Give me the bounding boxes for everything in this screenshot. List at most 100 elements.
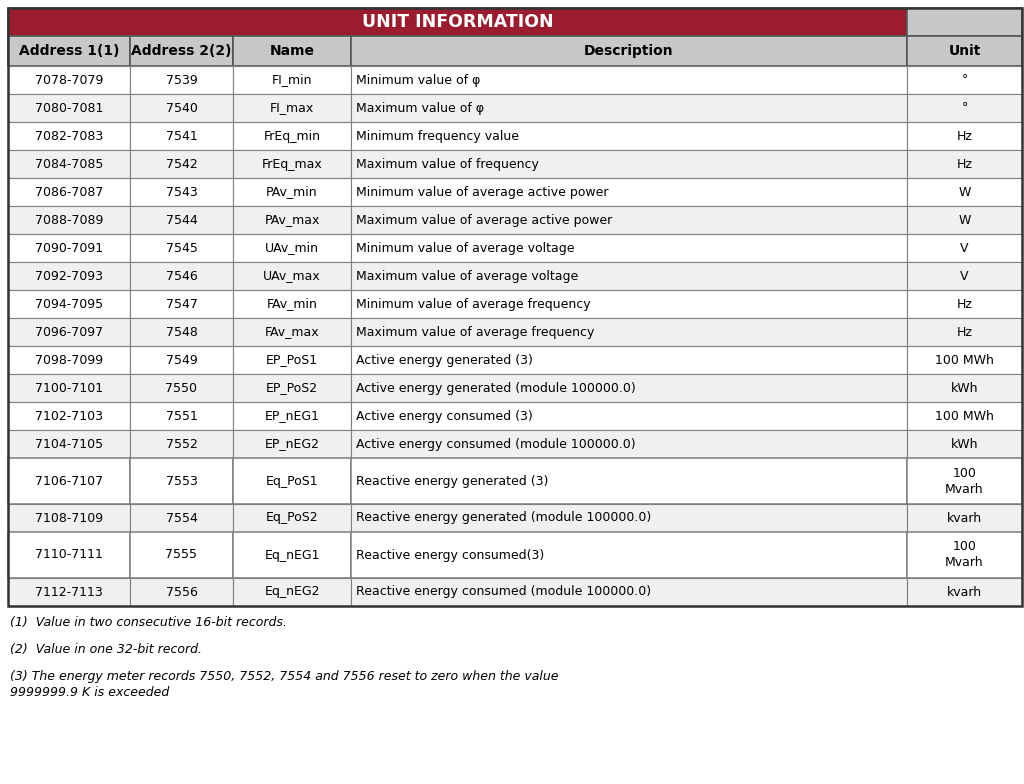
Bar xyxy=(130,122,233,150)
Text: V: V xyxy=(961,270,969,282)
Bar xyxy=(907,262,1022,290)
Bar xyxy=(907,346,1022,374)
Bar xyxy=(351,66,907,94)
Text: 7544: 7544 xyxy=(166,213,198,227)
Text: kWh: kWh xyxy=(950,382,978,394)
Bar xyxy=(907,234,1022,262)
Text: Maximum value of average voltage: Maximum value of average voltage xyxy=(356,270,579,282)
Text: 7078-7079: 7078-7079 xyxy=(35,74,103,86)
Bar xyxy=(351,150,907,178)
Bar xyxy=(907,290,1022,318)
Text: Minimum value of average frequency: Minimum value of average frequency xyxy=(356,297,591,310)
Bar xyxy=(907,374,1022,402)
Bar xyxy=(8,178,130,206)
Bar xyxy=(233,504,351,532)
Text: PAv_max: PAv_max xyxy=(264,213,319,227)
Text: UAv_max: UAv_max xyxy=(263,270,321,282)
Bar xyxy=(351,94,907,122)
Text: 7548: 7548 xyxy=(166,325,198,339)
Bar xyxy=(8,234,130,262)
Text: EP_nEG1: EP_nEG1 xyxy=(264,409,319,423)
Text: PAv_min: PAv_min xyxy=(266,186,317,198)
Text: W: W xyxy=(958,213,971,227)
Bar xyxy=(233,94,351,122)
Text: 7553: 7553 xyxy=(166,474,198,488)
Bar xyxy=(233,346,351,374)
Bar xyxy=(351,178,907,206)
Text: (3) The energy meter records 7550, 7552, 7554 and 7556 reset to zero when the va: (3) The energy meter records 7550, 7552,… xyxy=(10,670,558,699)
Text: 100
Mvarh: 100 Mvarh xyxy=(945,466,984,495)
Bar xyxy=(351,318,907,346)
Bar xyxy=(130,532,233,578)
Bar xyxy=(8,206,130,234)
Bar xyxy=(130,430,233,458)
Bar xyxy=(907,122,1022,150)
Text: Unit: Unit xyxy=(948,44,981,58)
Bar xyxy=(8,346,130,374)
Text: 7545: 7545 xyxy=(166,241,198,255)
Bar xyxy=(907,402,1022,430)
Bar xyxy=(233,318,351,346)
Text: 100
Mvarh: 100 Mvarh xyxy=(945,540,984,569)
Bar xyxy=(233,234,351,262)
Text: Hz: Hz xyxy=(956,158,973,170)
Text: 7555: 7555 xyxy=(166,549,198,561)
Text: Eq_PoS1: Eq_PoS1 xyxy=(265,474,318,488)
Bar xyxy=(8,402,130,430)
Text: kvarh: kvarh xyxy=(947,511,982,524)
Bar xyxy=(351,122,907,150)
Text: Minimum value of average active power: Minimum value of average active power xyxy=(356,186,608,198)
Text: Address 1(1): Address 1(1) xyxy=(18,44,119,58)
Text: Eq_nEG2: Eq_nEG2 xyxy=(264,586,319,598)
Bar xyxy=(351,458,907,504)
Bar xyxy=(907,36,1022,66)
Bar xyxy=(130,36,233,66)
Bar xyxy=(351,504,907,532)
Bar xyxy=(907,318,1022,346)
Text: 7088-7089: 7088-7089 xyxy=(35,213,103,227)
Bar xyxy=(8,374,130,402)
Bar xyxy=(8,578,130,606)
Text: Name: Name xyxy=(269,44,314,58)
Bar xyxy=(130,150,233,178)
Bar xyxy=(233,532,351,578)
Text: 7084-7085: 7084-7085 xyxy=(35,158,103,170)
Bar xyxy=(8,458,130,504)
Bar xyxy=(8,122,130,150)
Text: °: ° xyxy=(962,101,968,114)
Text: 7550: 7550 xyxy=(166,382,198,394)
Bar xyxy=(233,458,351,504)
Text: 100 MWh: 100 MWh xyxy=(935,409,994,423)
Bar xyxy=(233,66,351,94)
Text: 7549: 7549 xyxy=(166,354,198,366)
Bar xyxy=(8,290,130,318)
Text: 7546: 7546 xyxy=(166,270,198,282)
Bar xyxy=(907,578,1022,606)
Text: FAv_min: FAv_min xyxy=(266,297,317,310)
Text: FrEq_min: FrEq_min xyxy=(263,129,321,143)
Bar xyxy=(907,94,1022,122)
Bar xyxy=(907,178,1022,206)
Text: 7552: 7552 xyxy=(166,437,198,451)
Text: UNIT INFORMATION: UNIT INFORMATION xyxy=(361,13,553,31)
Text: Maximum value of φ: Maximum value of φ xyxy=(356,101,484,114)
Text: V: V xyxy=(961,241,969,255)
Bar xyxy=(907,8,1022,36)
Text: 7542: 7542 xyxy=(166,158,198,170)
Text: 100 MWh: 100 MWh xyxy=(935,354,994,366)
Text: EP_PoS1: EP_PoS1 xyxy=(266,354,318,366)
Text: Hz: Hz xyxy=(956,297,973,310)
Bar xyxy=(130,66,233,94)
Text: 7541: 7541 xyxy=(166,129,198,143)
Bar xyxy=(130,578,233,606)
Text: °: ° xyxy=(962,74,968,86)
Text: kvarh: kvarh xyxy=(947,586,982,598)
Text: 7551: 7551 xyxy=(166,409,198,423)
Text: Reactive energy generated (module 100000.0): Reactive energy generated (module 100000… xyxy=(356,511,651,524)
Bar xyxy=(233,122,351,150)
Text: 7540: 7540 xyxy=(166,101,198,114)
Text: 7110-7111: 7110-7111 xyxy=(35,549,103,561)
Bar xyxy=(907,532,1022,578)
Bar xyxy=(130,234,233,262)
Bar xyxy=(233,150,351,178)
